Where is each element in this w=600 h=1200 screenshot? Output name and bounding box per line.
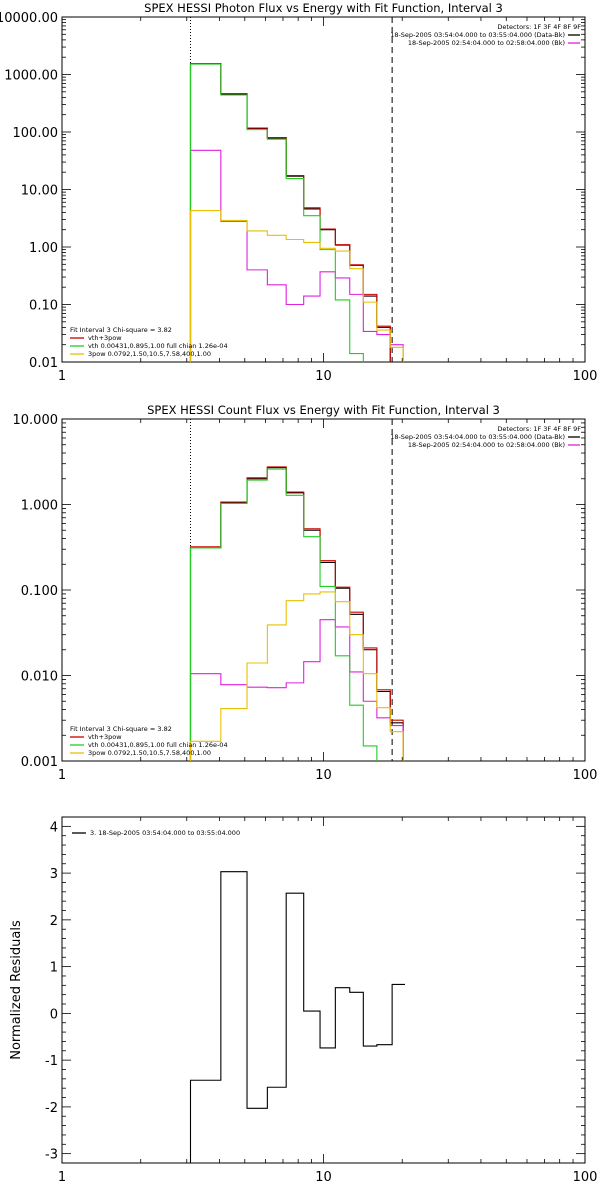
x-tick-label: 100: [573, 1170, 598, 1185]
legend-entry-label: vth+3pow: [88, 334, 122, 342]
legend-entry-label: 3pow 0.0792,1.50,10.5,7.58,400,1.00: [88, 350, 211, 358]
x-tick-label: 10: [315, 369, 332, 384]
legend-entry-label: 3pow 0.0792,1.50,10.5,7.58,400,1.00: [88, 749, 211, 757]
x-tick-label: 100: [573, 369, 598, 384]
plot-frame: [61, 16, 586, 363]
y-tick-label: 0.01: [29, 356, 58, 371]
legend-entry-label: 18-Sep-2005 03:54:04.000 to 03:55:04.000…: [390, 433, 565, 441]
legend-entry-label: 18-Sep-2005 02:54:04.000 to 02:58:04.000…: [408, 39, 565, 47]
series-line-5: [189, 591, 404, 761]
y-tick-label: 4: [50, 820, 58, 835]
legend-entry-label: vth+3pow: [88, 733, 122, 741]
y-tick-label: 1.000: [21, 499, 58, 514]
series-line-4: [189, 468, 391, 761]
legend-entry-label: Fit Interval 3 Chi-square = 3.82: [70, 725, 172, 733]
y-tick-label: 1.00: [29, 241, 58, 256]
y-tick-label: -3: [45, 1148, 58, 1163]
legend-top-left: 3. 18-Sep-2005 03:54:04.000 to 03:55:04.…: [72, 829, 240, 837]
legend-entry-label: 18-Sep-2005 02:54:04.000 to 02:58:04.000…: [408, 441, 565, 449]
y-tick-label: 1000.00: [4, 69, 58, 84]
series-line-2: [189, 63, 391, 362]
legend-header: Detectors: 1F 3F 4F 8F 9F: [497, 23, 581, 31]
series-line-3: [189, 149, 404, 362]
y-tick-label: 0: [50, 1007, 58, 1022]
y-tick-label: 0.001: [21, 755, 58, 770]
x-tick-label: 10: [315, 768, 332, 783]
plot-frame: [61, 816, 586, 1164]
x-tick-label: 100: [573, 768, 598, 783]
y-tick-label: 10.000: [13, 413, 59, 428]
y-tick-label: 0.010: [21, 670, 58, 685]
y-axis-label: Normalized Residuals: [9, 920, 24, 1060]
chart-panel-2: SPEX HESSI Count Flux vs Energy with Fit…: [13, 403, 598, 783]
y-tick-label: 1: [50, 961, 58, 976]
chart-panel-1: SPEX HESSI Photon Flux vs Energy with Fi…: [0, 1, 597, 384]
legend-header: Detectors: 1F 3F 4F 8F 9F: [497, 425, 581, 433]
y-tick-label: -1: [45, 1054, 58, 1069]
y-tick-label: 3: [50, 867, 58, 882]
y-tick-label: 100.00: [13, 126, 59, 141]
series-line-4: [189, 63, 378, 362]
y-tick-label: 0.100: [21, 584, 58, 599]
y-tick-label: 10000.00: [0, 11, 58, 26]
legend-entry-label: 18-Sep-2005 03:54:04.000 to 03:55:04.000…: [390, 31, 565, 39]
x-tick-label: 1: [58, 1170, 66, 1185]
x-tick-label: 1: [58, 369, 66, 384]
series-line-2: [189, 466, 404, 761]
legend-entry-label: vth 0.00431,0.895,1.00 full chian 1.26e-…: [88, 741, 228, 749]
legend-bottom-left: Fit Interval 3 Chi-square = 3.82vth+3pow…: [70, 326, 228, 358]
legend-entry-label: Fit Interval 3 Chi-square = 3.82: [70, 326, 172, 334]
legend-bottom-left: Fit Interval 3 Chi-square = 3.82vth+3pow…: [70, 725, 228, 757]
series-line-1: [189, 871, 406, 1163]
legend-entry-label: vth 0.00431,0.895,1.00 full chian 1.26e-…: [88, 342, 228, 350]
chart-panel-3: Normalized Residuals 1 10 100 -3 -2 -1 0 1 2 3 4 3. …: [9, 816, 598, 1185]
y-tick-label: 0.10: [29, 299, 58, 314]
series-line-5: [189, 210, 404, 362]
chart-title: SPEX HESSI Count Flux vs Energy with Fit…: [147, 403, 500, 417]
legend-entry-label: 3. 18-Sep-2005 03:54:04.000 to 03:55:04.…: [90, 829, 240, 837]
chart-title: SPEX HESSI Photon Flux vs Energy with Fi…: [144, 1, 503, 15]
plot-frame: [61, 418, 586, 762]
series-line-3: [189, 619, 404, 761]
x-tick-label: 10: [315, 1170, 332, 1185]
y-tick-label: 2: [50, 914, 58, 929]
y-tick-label: 10.00: [21, 184, 58, 199]
y-tick-label: -2: [45, 1101, 58, 1116]
x-tick-label: 1: [58, 768, 66, 783]
series-line-1: [189, 467, 404, 761]
